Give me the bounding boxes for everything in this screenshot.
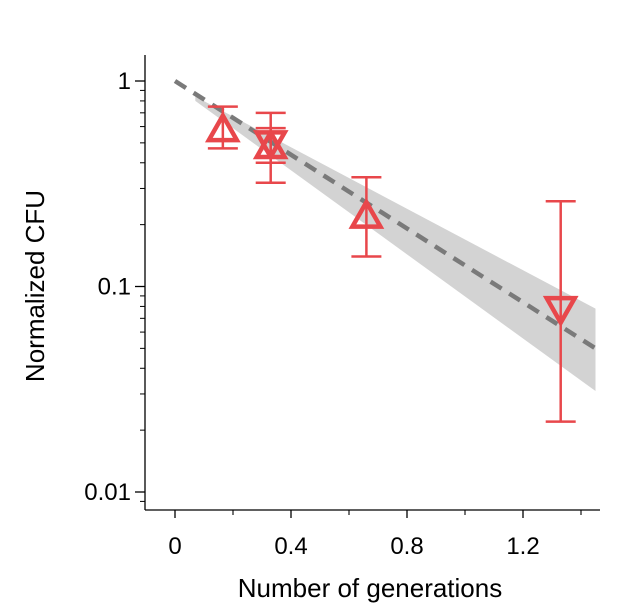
- data-point-triangle-up: [204, 111, 241, 143]
- fit-line: [173, 79, 597, 351]
- x-tick-label: 0.8: [390, 533, 423, 560]
- y-axis-title: Normalized CFU: [20, 190, 50, 382]
- y-tick-label: 1: [118, 68, 131, 95]
- data-point-triangle-up: [348, 197, 385, 229]
- data-point-triangle-down: [542, 295, 579, 328]
- x-tick-label: 0.4: [274, 533, 307, 560]
- y-tick-label: 0.1: [98, 274, 131, 301]
- x-axis-title: Number of generations: [238, 573, 502, 603]
- confidence-band: [195, 96, 596, 392]
- x-tick-label: 1.2: [506, 533, 539, 560]
- x-tick-label: 0: [168, 533, 181, 560]
- y-tick-label: 0.01: [84, 479, 131, 506]
- data-point-triangle-down: [252, 130, 289, 162]
